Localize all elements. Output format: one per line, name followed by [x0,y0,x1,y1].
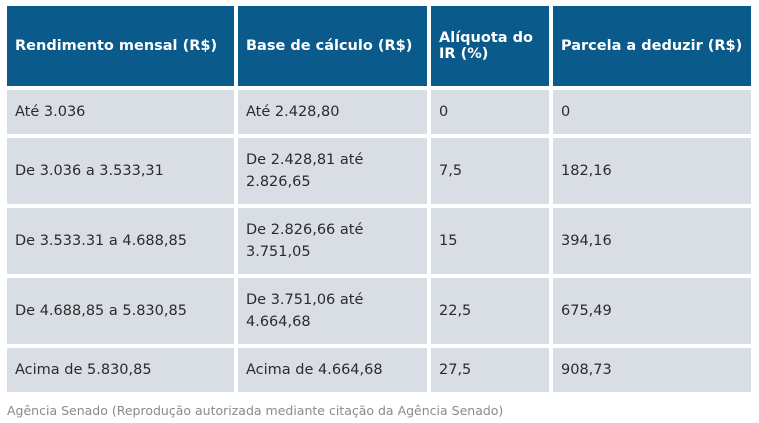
cell-rendimento: De 4.688,85 a 5.830,85 [7,278,234,344]
table-row: De 4.688,85 a 5.830,85 De 3.751,06 até 4… [7,278,751,344]
cell-base: De 2.826,66 até 3.751,05 [238,208,427,274]
cell-base-line: 2.826,65 [246,174,311,190]
cell-parcela: 908,73 [553,348,751,392]
cell-base: Até 2.428,80 [238,90,427,134]
cell-base-line: 3.751,05 [246,244,311,260]
cell-rendimento: Acima de 5.830,85 [7,348,234,392]
cell-aliquota: 15 [431,208,549,274]
cell-parcela: 394,16 [553,208,751,274]
table-header-row: Rendimento mensal (R$) Base de cálculo (… [7,6,751,86]
image-credit: Agência Senado (Reprodução autorizada me… [7,403,504,418]
cell-parcela: 182,16 [553,138,751,204]
cell-parcela: 675,49 [553,278,751,344]
cell-base-line: Até 2.428,80 [246,104,340,120]
table-row: De 3.036 a 3.533,31 De 2.428,81 até 2.82… [7,138,751,204]
cell-rendimento: De 3.533.31 a 4.688,85 [7,208,234,274]
table-row: De 3.533.31 a 4.688,85 De 2.826,66 até 3… [7,208,751,274]
cell-base-line: De 3.751,06 até [246,292,364,308]
cell-base: De 2.428,81 até 2.826,65 [238,138,427,204]
cell-parcela: 0 [553,90,751,134]
cell-base-line: De 2.428,81 até [246,152,364,168]
cell-base: Acima de 4.664,68 [238,348,427,392]
cell-base-line: 4.664,68 [246,314,311,330]
header-parcela: Parcela a deduzir (R$) [553,6,751,86]
cell-base: De 3.751,06 até 4.664,68 [238,278,427,344]
ir-table: Rendimento mensal (R$) Base de cálculo (… [3,2,755,396]
header-base: Base de cálculo (R$) [238,6,427,86]
cell-rendimento: Até 3.036 [7,90,234,134]
header-rendimento: Rendimento mensal (R$) [7,6,234,86]
cell-base-line: De 2.826,66 até [246,222,364,238]
table-row: Acima de 5.830,85 Acima de 4.664,68 27,5… [7,348,751,392]
cell-base-line: Acima de 4.664,68 [246,362,383,378]
cell-aliquota: 27,5 [431,348,549,392]
cell-rendimento: De 3.036 a 3.533,31 [7,138,234,204]
header-aliquota: Alíquota do IR (%) [431,6,549,86]
cell-aliquota: 0 [431,90,549,134]
cell-aliquota: 22,5 [431,278,549,344]
table-row: Até 3.036 Até 2.428,80 0 0 [7,90,751,134]
cell-aliquota: 7,5 [431,138,549,204]
